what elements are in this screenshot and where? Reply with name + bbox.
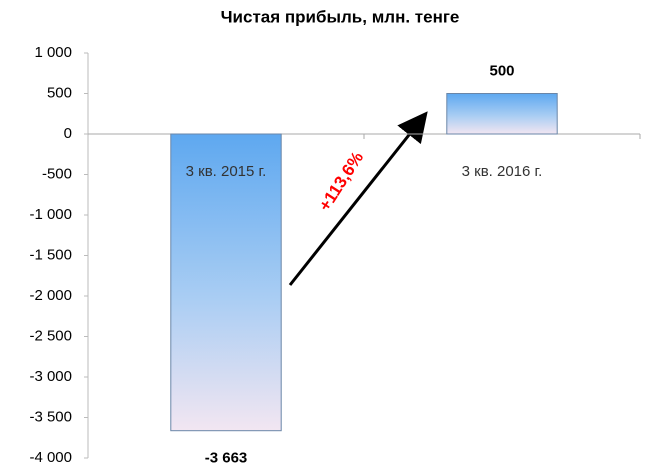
y-tick-label: -3 000 [29,368,72,385]
y-tick-label: 0 [64,125,72,142]
y-tick-label: -4 000 [29,449,72,466]
y-tick-label: 1 000 [34,44,72,61]
value-label: 500 [489,62,514,79]
y-tick-label: -1 000 [29,206,72,223]
arrow [288,111,428,286]
value-label: -3 663 [205,450,248,467]
x-tick-label: 3 кв. 2016 г. [462,163,543,180]
bar [446,93,558,135]
y-tick-label: -2 000 [29,287,72,304]
y-tick-label: 500 [47,84,72,101]
chart-title: Чистая прибыль, млн. тенге [221,7,460,26]
y-tick-label: -2 500 [29,327,72,344]
annotation: +113,6% [315,148,367,214]
x-tick-label: 3 кв. 2015 г. [186,163,267,180]
y-tick-label: -3 500 [29,408,72,425]
y-tick-label: -1 500 [29,246,72,263]
bar [170,133,282,432]
y-tick-label: -500 [42,165,72,182]
